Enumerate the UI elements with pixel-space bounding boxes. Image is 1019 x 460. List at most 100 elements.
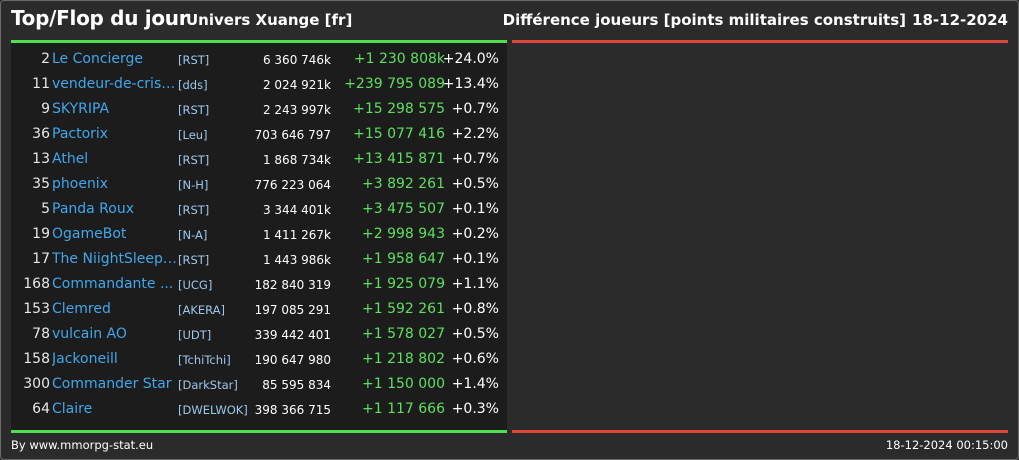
player-points: 182 840 319 — [254, 278, 331, 292]
table-row: 158 Jackoneill [TchiTchi] 190 647 980 +1 218… — [11, 347, 507, 372]
player-name-link[interactable]: Le Concierge — [52, 51, 144, 67]
player-points: 1 443 986k — [262, 253, 331, 267]
percent-change: +24.0% — [442, 51, 499, 67]
alliance-tag-link[interactable]: [dds] — [178, 78, 208, 92]
table-row: 5 Panda Roux [RST] 3 344 401k +3 475 507 +0.1… — [11, 197, 507, 222]
player-name-link[interactable]: Clemred — [52, 301, 111, 317]
percent-change: +0.1% — [451, 201, 499, 217]
top-accent-bar — [11, 40, 507, 43]
player-name-link[interactable]: Pactorix — [52, 126, 109, 142]
alliance-tag-link[interactable]: [RST] — [178, 53, 210, 67]
table-row: 153 Clemred [AKERA] 197 085 291 +1 592 261 +0… — [11, 297, 507, 322]
player-name-link[interactable]: The NiightSleepe... — [52, 251, 180, 267]
table-row: 35 phoenix [N-H] 776 223 064 +3 892 261 +0.5% — [11, 172, 507, 197]
points-difference: +239 795 089 — [344, 76, 445, 92]
player-points: 197 085 291 — [254, 303, 331, 317]
player-rank: 9 — [41, 101, 50, 117]
table-row: 2 Le Concierge [RST] 6 360 746k +1 230 808k +… — [11, 47, 507, 72]
update-timestamp: 18-12-2024 00:15:00 — [885, 438, 1008, 452]
table-row: 13 Athel [RST] 1 868 734k +13 415 871 +0.7% — [11, 147, 507, 172]
player-name-link[interactable]: Claire — [52, 401, 93, 417]
points-difference: +1 592 261 — [362, 301, 445, 317]
player-name-link[interactable]: Commandante ... — [52, 276, 174, 292]
percent-change: +0.7% — [451, 101, 499, 117]
alliance-tag-link[interactable]: [TchiTchi] — [178, 353, 231, 367]
points-difference: +1 230 808k — [353, 51, 445, 67]
table-row: 64 Claire [DWELWOK] 398 366 715 +1 117 666 +0… — [11, 397, 507, 422]
alliance-tag-link[interactable]: [RST] — [178, 203, 210, 217]
player-points: 703 646 797 — [254, 128, 331, 142]
alliance-tag-link[interactable]: [RST] — [178, 103, 210, 117]
table-row: 168 Commandante ... [UCG] 182 840 319 +1 925… — [11, 272, 507, 297]
points-difference: +1 925 079 — [362, 276, 445, 292]
percent-change: +1.1% — [451, 276, 499, 292]
percent-change: +0.2% — [451, 226, 499, 242]
player-name-link[interactable]: OgameBot — [52, 226, 127, 242]
player-rank: 158 — [23, 351, 50, 367]
player-rank: 13 — [32, 151, 50, 167]
percent-change: +0.8% — [451, 301, 499, 317]
player-points: 85 595 834 — [262, 378, 331, 392]
player-rank: 153 — [23, 301, 50, 317]
alliance-tag-link[interactable]: [DarkStar] — [178, 378, 238, 392]
percent-change: +0.1% — [451, 251, 499, 267]
alliance-tag-link[interactable]: [RST] — [178, 253, 210, 267]
player-points: 339 442 401 — [254, 328, 331, 342]
table-row: 78 vulcain AO [UDT] 339 442 401 +1 578 027 +0… — [11, 322, 507, 347]
points-difference: +1 150 000 — [362, 376, 445, 392]
player-points: 3 344 401k — [262, 203, 331, 217]
points-difference: +1 958 647 — [362, 251, 445, 267]
player-name-link[interactable]: Athel — [52, 151, 89, 167]
alliance-tag-link[interactable]: [DWELWOK] — [178, 403, 248, 417]
percent-change: +13.4% — [442, 76, 499, 92]
player-name-link[interactable]: vendeur-de-crista... — [52, 76, 180, 92]
player-rank: 2 — [41, 51, 50, 67]
alliance-tag-link[interactable]: [UDT] — [178, 328, 212, 342]
player-rank: 17 — [32, 251, 50, 267]
top-players-panel: 2 Le Concierge [RST] 6 360 746k +1 230 808k +… — [11, 43, 507, 430]
points-difference: +3 892 261 — [362, 176, 445, 192]
percent-change: +2.2% — [451, 126, 499, 142]
top-bottom-bar — [11, 430, 507, 433]
alliance-tag-link[interactable]: [RST] — [178, 153, 210, 167]
universe-label: Univers Xuange [fr] — [186, 11, 353, 29]
flop-players-panel — [512, 43, 1008, 430]
table-row: 300 Commander Star [DarkStar] 85 595 834 +1 … — [11, 372, 507, 397]
player-points: 1 868 734k — [262, 153, 331, 167]
player-rank: 64 — [32, 401, 50, 417]
flop-accent-bar — [512, 40, 1008, 43]
alliance-tag-link[interactable]: [N-A] — [178, 228, 208, 242]
table-row: 17 The NiightSleepe... [RST] 1 443 986k +1 9… — [11, 247, 507, 272]
percent-change: +1.4% — [451, 376, 499, 392]
table-row: 19 OgameBot [N-A] 1 411 267k +2 998 943 +0.2% — [11, 222, 507, 247]
points-difference: +1 117 666 — [362, 401, 445, 417]
alliance-tag-link[interactable]: [AKERA] — [178, 303, 226, 317]
player-points: 1 411 267k — [262, 228, 331, 242]
player-points: 6 360 746k — [262, 53, 331, 67]
player-points: 190 647 980 — [254, 353, 331, 367]
player-points: 2 243 997k — [262, 103, 331, 117]
points-difference: +3 475 507 — [362, 201, 445, 217]
points-difference: +13 415 871 — [353, 151, 445, 167]
player-name-link[interactable]: vulcain AO — [52, 326, 127, 342]
player-name-link[interactable]: SKYRIPA — [52, 101, 110, 117]
player-name-link[interactable]: Panda Roux — [52, 201, 135, 217]
player-name-link[interactable]: phoenix — [52, 176, 108, 192]
player-name-link[interactable]: Jackoneill — [52, 351, 118, 367]
percent-change: +0.7% — [451, 151, 499, 167]
player-rank: 36 — [32, 126, 50, 142]
percent-change: +0.5% — [451, 326, 499, 342]
player-rank: 78 — [32, 326, 50, 342]
alliance-tag-link[interactable]: [Leu] — [178, 128, 208, 142]
points-difference: +15 298 575 — [353, 101, 445, 117]
player-points: 776 223 064 — [254, 178, 331, 192]
alliance-tag-link[interactable]: [UCG] — [178, 278, 213, 292]
percent-change: +0.6% — [451, 351, 499, 367]
player-rank: 11 — [32, 76, 50, 92]
table-row: 36 Pactorix [Leu] 703 646 797 +15 077 416 +2.… — [11, 122, 507, 147]
credit-link[interactable]: By www.mmorpg-stat.eu — [11, 438, 154, 452]
alliance-tag-link[interactable]: [N-H] — [178, 178, 209, 192]
widget-title: Top/Flop du jour — [11, 6, 189, 30]
flop-bottom-bar — [512, 430, 1008, 433]
player-name-link[interactable]: Commander Star — [52, 376, 172, 392]
